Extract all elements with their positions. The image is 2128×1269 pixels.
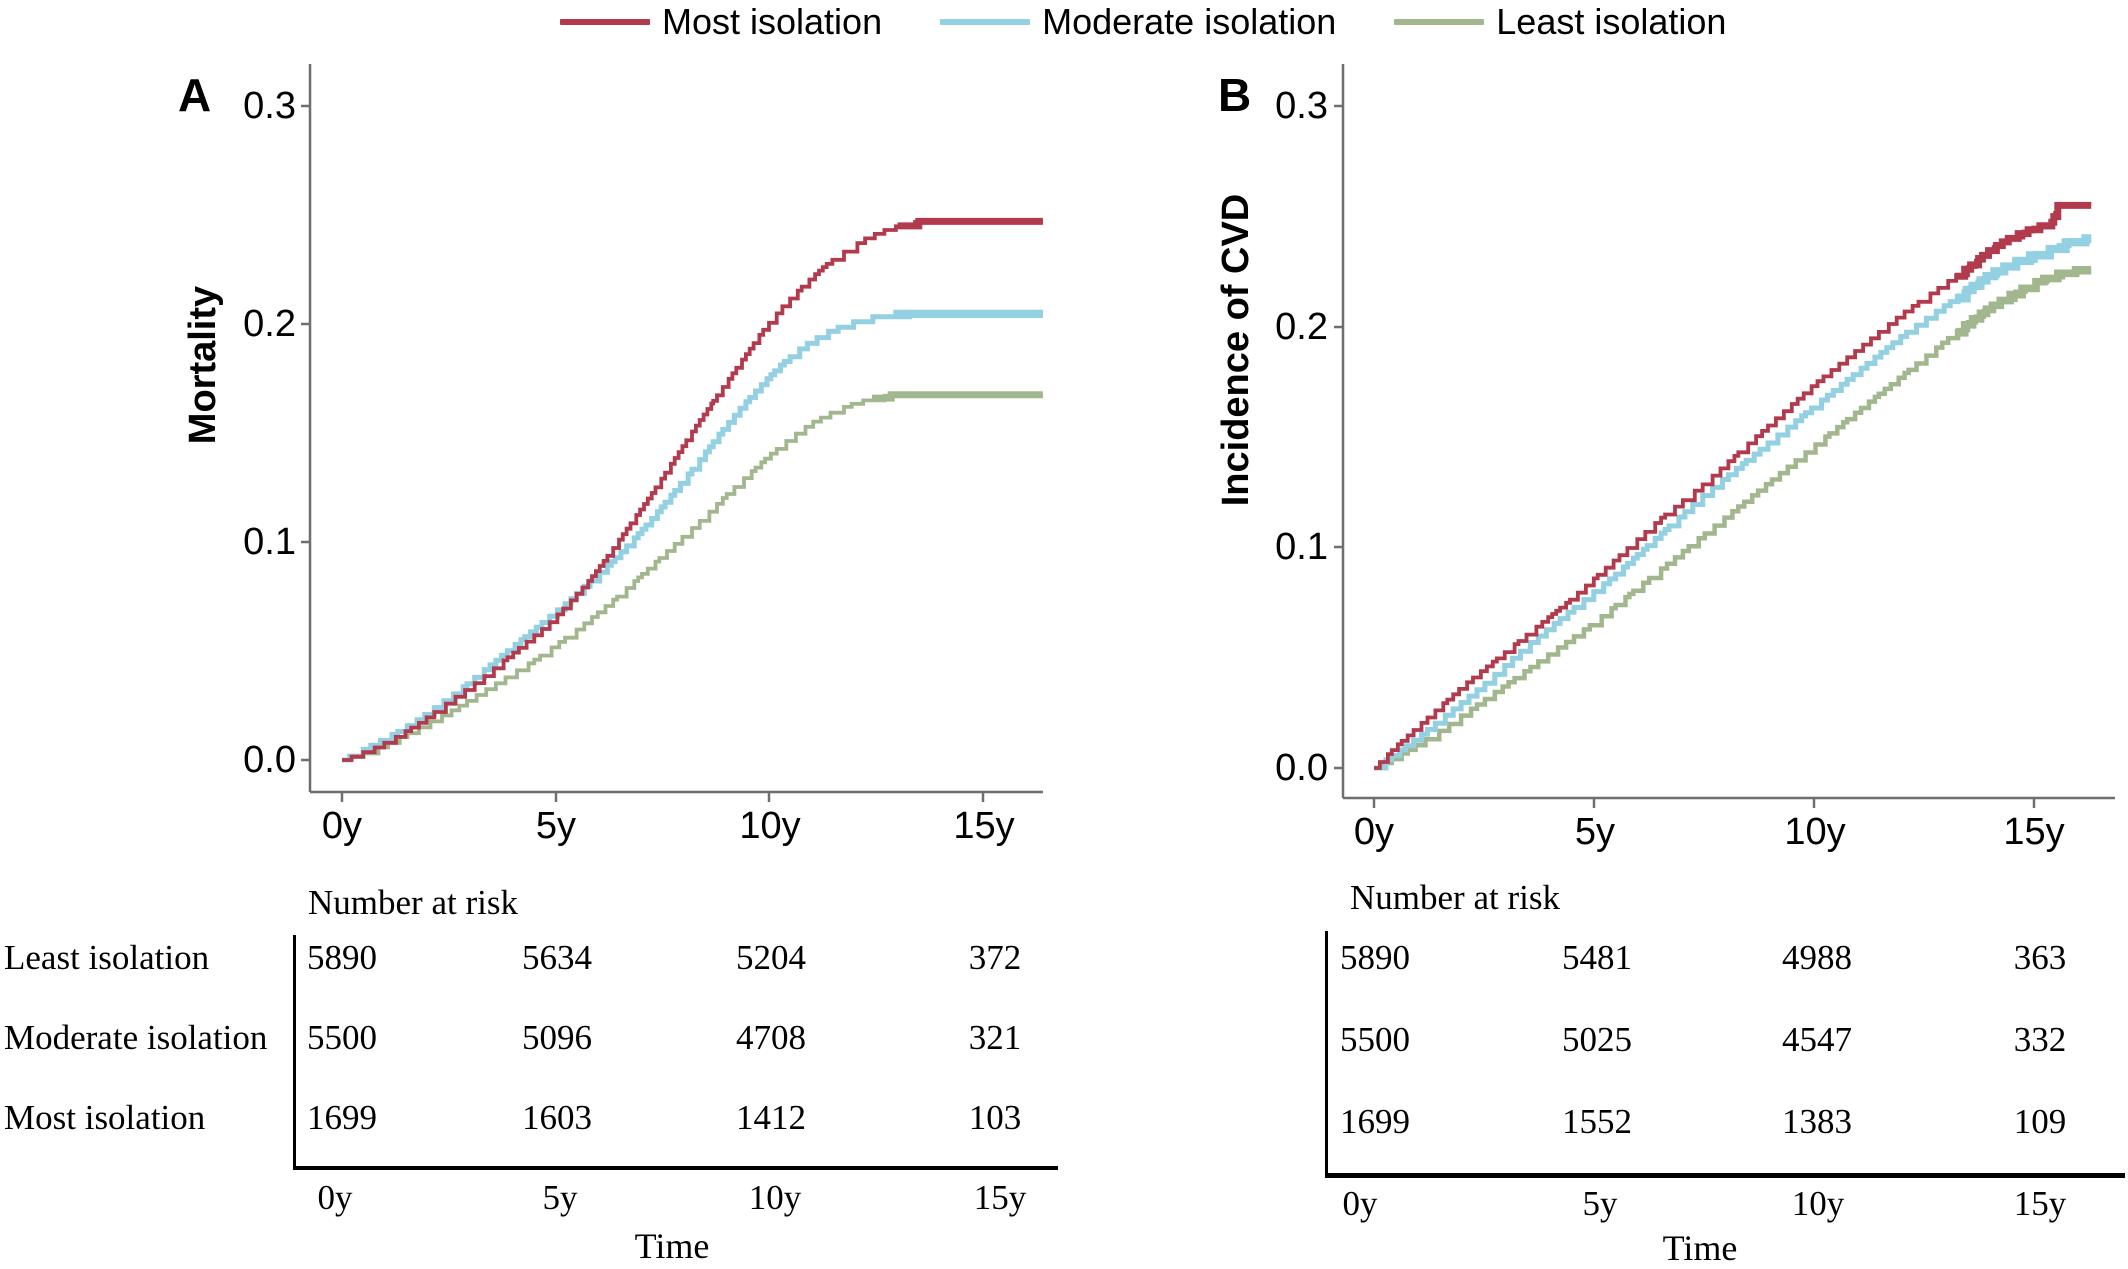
curve-moderate-isolation [1374, 238, 2092, 771]
legend-item-moderate-isolation: Moderate isolation [940, 0, 1336, 44]
legend-label-moderate-isolation: Moderate isolation [1042, 1, 1337, 42]
panel-a-x-ticks [340, 792, 985, 802]
risk-value: 4547 [1782, 1020, 1852, 1059]
risk-value: 5481 [1562, 938, 1632, 977]
risk-value: 5890 [307, 938, 377, 977]
risk-value: 1552 [1562, 1102, 1632, 1141]
risk-value: 5204 [736, 938, 806, 977]
legend-line-least-isolation-icon [1394, 19, 1485, 25]
curve-least-isolation [1374, 270, 2092, 771]
panel-b-ytick-0.0: 0.0 [1275, 747, 1328, 789]
panel-a-number-at-risk-title: Number at risk [308, 883, 518, 922]
panel-b-xtick-0y: 0y [1353, 811, 1395, 853]
risk-value: 1412 [736, 1098, 806, 1137]
panel-b-ytick-0.1: 0.1 [1275, 526, 1328, 568]
legend-label-most-isolation: Most isolation [662, 1, 883, 42]
legend-label-least-isolation: Least isolation [1496, 1, 1727, 42]
risk-value: 5500 [1340, 1020, 1410, 1059]
panel-a-time-label: Time [634, 1226, 710, 1266]
panel-b-xtick-10y: 10y [1784, 811, 1846, 853]
risk-value: 5634 [522, 938, 592, 977]
risk-value: 5500 [307, 1018, 377, 1057]
panel-b-table-vline [1325, 931, 1328, 1175]
panel-b-xtick-15y: 15y [2003, 811, 2065, 853]
risk-value: 4988 [1782, 938, 1852, 977]
legend-line-most-isolation-icon [560, 19, 650, 25]
panel-b-y-axis-title: Incidence of CVD [1215, 193, 1257, 507]
risk-value: 4708 [736, 1018, 806, 1057]
risk-value: 1603 [522, 1098, 592, 1137]
panel-b-xtick-5y: 5y [1574, 811, 1616, 853]
panel-a-xtick-0y: 0y [321, 805, 363, 847]
panel-b-table-xtick-0y: 0y [1342, 1184, 1378, 1223]
panel-a-ytick-0.3: 0.3 [243, 85, 296, 127]
panel-b-curves [1374, 201, 2092, 771]
panel-b-x-ticks [1372, 798, 2036, 808]
curve-least-isolation [342, 393, 1043, 762]
curve-least-isolation [1954, 266, 2092, 337]
risk-value: 109 [2013, 1102, 2067, 1141]
panel-b-table-xtick-15y: 15y [2013, 1184, 2067, 1223]
panel-a-ytick-0.0: 0.0 [243, 739, 296, 781]
curve-most-isolation [1954, 201, 2092, 280]
legend-item-most-isolation: Most isolation [560, 0, 882, 44]
panel-b-ytick-0.3: 0.3 [1275, 85, 1328, 127]
panel-a-table-xtick-10y: 10y [748, 1178, 802, 1217]
curve-most-isolation [1374, 202, 2092, 770]
panel-a-table-xtick-0y: 0y [317, 1178, 353, 1217]
risk-value: 1699 [307, 1098, 377, 1137]
risk-value: 1383 [1782, 1102, 1852, 1141]
legend-item-least-isolation: Least isolation [1394, 0, 1726, 44]
panel-a-y-axis-title: Mortality [182, 285, 224, 445]
panel-a-table-vline [293, 935, 296, 1168]
panel-b-y-ticks [1334, 104, 1343, 770]
panel-b-letter: B [1218, 69, 1252, 121]
panel-a-curves [342, 217, 1043, 763]
risk-value: 321 [968, 1018, 1022, 1057]
risk-value: 5025 [1562, 1020, 1632, 1059]
panel-b-plot [1334, 64, 2115, 808]
panel-a-ytick-0.1: 0.1 [243, 521, 296, 563]
panel-a-row-label-least: Least isolation [4, 938, 210, 977]
panel-a-ytick-0.2: 0.2 [243, 303, 296, 345]
risk-value: 372 [968, 938, 1022, 977]
legend: Most isolation Moderate isolation Least … [560, 0, 1726, 44]
risk-value: 363 [2013, 938, 2067, 977]
panel-a-table-xtick-5y: 5y [542, 1178, 578, 1217]
curve-moderate-isolation [1954, 234, 2092, 303]
panel-a-xtick-10y: 10y [739, 805, 801, 847]
panel-a-xtick-15y: 15y [953, 805, 1015, 847]
risk-value: 1699 [1340, 1102, 1410, 1141]
panel-a-table-hline [293, 1166, 1058, 1170]
panel-b-number-at-risk-title: Number at risk [1350, 878, 1560, 917]
risk-value: 103 [968, 1098, 1022, 1137]
panel-a-plot [301, 64, 1043, 802]
risk-value: 332 [2013, 1020, 2067, 1059]
panel-b-ytick-0.2: 0.2 [1275, 306, 1328, 348]
panel-a-xtick-5y: 5y [535, 805, 577, 847]
curve-moderate-isolation [342, 310, 1043, 763]
curve-most-isolation [342, 220, 1043, 762]
panel-a-row-label-most: Most isolation [4, 1098, 206, 1137]
panel-a-table-xtick-15y: 15y [973, 1178, 1027, 1217]
panel-b-table-hline [1325, 1173, 2125, 1178]
panel-b-time-label: Time [1662, 1228, 1738, 1268]
panel-a-letter: A [178, 69, 212, 121]
panel-a-y-ticks [301, 104, 310, 762]
panel-b-table-xtick-10y: 10y [1791, 1184, 1845, 1223]
risk-value: 5890 [1340, 938, 1410, 977]
risk-value: 5096 [522, 1018, 592, 1057]
panel-b-table-xtick-5y: 5y [1582, 1184, 1618, 1223]
panel-a-row-label-moderate: Moderate isolation [4, 1018, 268, 1057]
legend-line-moderate-isolation-icon [940, 19, 1031, 25]
curve-least-isolation [872, 391, 1043, 402]
curve-most-isolation [897, 217, 1043, 230]
